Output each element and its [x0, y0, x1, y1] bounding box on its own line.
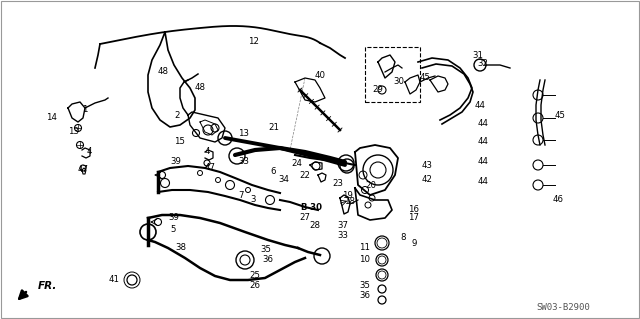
Text: 34: 34 [278, 175, 289, 184]
Text: 47: 47 [78, 166, 89, 174]
Text: 35: 35 [260, 246, 271, 255]
Text: 44: 44 [478, 137, 489, 146]
Text: 44: 44 [478, 177, 489, 187]
Text: 13: 13 [238, 129, 249, 137]
Text: 43: 43 [422, 160, 433, 169]
Text: 48: 48 [195, 84, 206, 93]
Text: 40: 40 [315, 70, 326, 79]
Text: 39: 39 [170, 158, 181, 167]
Text: SW03-B2900: SW03-B2900 [536, 303, 590, 313]
Text: 13: 13 [68, 128, 79, 137]
Text: 44: 44 [478, 158, 489, 167]
Text: 18: 18 [344, 197, 355, 206]
Text: 29: 29 [372, 85, 383, 94]
Text: 41: 41 [109, 276, 120, 285]
Text: 6: 6 [270, 167, 275, 176]
Text: 39: 39 [168, 213, 179, 222]
Text: 37: 37 [337, 220, 348, 229]
Text: 47: 47 [205, 164, 216, 173]
Text: 31: 31 [472, 50, 483, 60]
Text: 23: 23 [332, 179, 343, 188]
Text: 45: 45 [420, 72, 431, 81]
Text: B-30: B-30 [300, 204, 322, 212]
Text: 16: 16 [408, 205, 419, 214]
Text: 4: 4 [205, 147, 211, 157]
Text: 14: 14 [46, 114, 57, 122]
Text: 21: 21 [268, 123, 279, 132]
Text: 12: 12 [248, 38, 259, 47]
Text: 15: 15 [174, 137, 185, 146]
Text: FR.: FR. [38, 281, 58, 291]
Text: 25: 25 [250, 271, 260, 279]
Text: 48: 48 [158, 68, 169, 77]
Text: 33: 33 [337, 231, 348, 240]
Text: 30: 30 [393, 78, 404, 86]
Text: 44: 44 [475, 100, 486, 109]
Text: 42: 42 [422, 175, 433, 184]
Text: 28: 28 [309, 220, 320, 229]
Text: 19: 19 [342, 190, 353, 199]
Text: 46: 46 [553, 196, 564, 204]
Text: 38: 38 [175, 243, 186, 253]
Text: 33: 33 [238, 158, 249, 167]
Text: 11: 11 [359, 243, 370, 253]
Text: 17: 17 [408, 213, 419, 222]
Text: 2: 2 [175, 110, 180, 120]
Text: 4: 4 [87, 146, 93, 155]
Text: 36: 36 [262, 256, 273, 264]
Text: 9: 9 [412, 239, 417, 248]
Text: 8: 8 [400, 233, 406, 241]
Bar [365, 47, 420, 102]
Text: 36: 36 [359, 292, 370, 300]
Text: 5: 5 [170, 226, 175, 234]
Text: 7: 7 [238, 190, 243, 199]
Text: 10: 10 [359, 256, 370, 264]
Text: 26: 26 [250, 280, 260, 290]
Text: 3: 3 [250, 196, 255, 204]
Text: 45: 45 [555, 110, 566, 120]
Text: 20: 20 [365, 181, 376, 189]
Text: 22: 22 [299, 170, 310, 180]
Text: 27: 27 [299, 213, 310, 222]
Text: 32: 32 [477, 58, 488, 68]
Text: 1: 1 [82, 106, 88, 115]
Text: 35: 35 [359, 280, 370, 290]
Text: 44: 44 [478, 118, 489, 128]
Text: 24: 24 [291, 159, 302, 167]
